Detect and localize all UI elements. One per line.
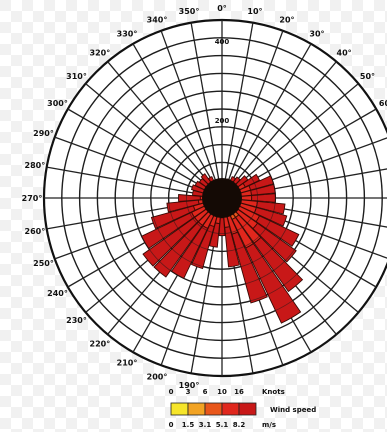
grid-spoke <box>160 30 221 193</box>
wind-bar-190-bin4 <box>208 222 221 248</box>
direction-label-30: 30° <box>309 30 324 39</box>
direction-label-290: 290° <box>33 129 54 138</box>
grid-ring-overlay <box>132 108 312 288</box>
calm-center <box>202 178 242 218</box>
legend-knots-tick: 16 <box>234 388 244 396</box>
direction-label-200: 200° <box>147 373 168 382</box>
wind-bar-150-bin4 <box>245 242 302 324</box>
grid-spoke <box>222 22 254 193</box>
legend-knots-unit: Knots <box>262 388 285 396</box>
grid-ring-overlay <box>79 55 365 341</box>
radial-tick-label: 200 <box>215 117 230 125</box>
direction-label-250: 250° <box>33 259 54 268</box>
direction-label-240: 240° <box>47 289 68 298</box>
direction-label-350: 350° <box>179 7 200 16</box>
grid-spoke <box>67 108 218 196</box>
grid-spoke <box>54 136 217 197</box>
legend-title: Wind speed <box>270 406 316 414</box>
direction-label-210: 210° <box>117 359 138 368</box>
legend-swatch-3 <box>221 402 240 416</box>
direction-label-270: 270° <box>22 194 43 203</box>
direction-label-280: 280° <box>25 161 46 170</box>
direction-label-190: 190° <box>179 381 200 390</box>
grid-spoke <box>46 166 217 198</box>
direction-label-260: 260° <box>25 227 46 236</box>
grid-ring-overlay <box>168 144 276 252</box>
direction-label-300: 300° <box>47 99 68 108</box>
grid-spoke <box>223 30 284 193</box>
direction-label-0: 0° <box>217 4 227 13</box>
legend-swatch-1 <box>187 402 206 416</box>
legend-knots-tick: 3 <box>186 388 191 396</box>
grid-ring-overlay <box>114 90 330 306</box>
grid-ring-overlay <box>97 73 347 323</box>
wind-bar-230-bin4 <box>142 216 199 267</box>
grid-spoke <box>224 43 312 194</box>
wind-bar-130-bin4 <box>252 222 297 263</box>
direction-label-230: 230° <box>66 316 87 325</box>
legend-ms-tick: 1.5 <box>182 421 195 429</box>
legend-ms-tick: 3.1 <box>199 421 212 429</box>
direction-label-50: 50° <box>360 72 375 81</box>
direction-label-10: 10° <box>247 7 262 16</box>
legend-swatch-0 <box>170 402 189 416</box>
wind-bar-260-bin4 <box>166 199 200 213</box>
grid-ring-overlay <box>185 161 258 234</box>
grid-spoke <box>226 83 359 195</box>
legend-swatch-4 <box>238 402 257 416</box>
grid-ring-overlay <box>61 37 383 359</box>
wind-bar-220-bin4 <box>153 221 204 278</box>
direction-label-60: 60° <box>379 99 387 108</box>
legend-ms-unit: m/s <box>262 421 276 429</box>
direction-label-220: 220° <box>90 340 111 349</box>
wind-bar-120-bin4 <box>255 215 300 247</box>
legend-ms-tick: 5.1 <box>216 421 229 429</box>
grid-spoke <box>107 61 219 194</box>
wind-bar-270-bin4 <box>178 194 201 202</box>
wind-bar-170-bin4 <box>224 226 240 268</box>
grid-spoke <box>190 22 222 193</box>
direction-label-310: 310° <box>66 72 87 81</box>
radial-tick-label: 400 <box>215 38 230 46</box>
wind-bar-60-bin4 <box>242 173 261 188</box>
legend-ms-tick: 8.2 <box>233 421 246 429</box>
wind-bar-140-bin4 <box>253 236 304 293</box>
legend-swatch-2 <box>204 402 223 416</box>
grid-spoke <box>132 43 220 194</box>
wind-bar-200-bin4 <box>190 224 215 270</box>
direction-label-40: 40° <box>337 49 352 58</box>
direction-label-330: 330° <box>117 30 138 39</box>
direction-label-340: 340° <box>147 16 168 25</box>
legend-knots-tick: 6 <box>203 388 208 396</box>
grid-ring-overlay <box>150 126 294 270</box>
legend-knots-tick: 0 <box>169 388 174 396</box>
wind-bar-250-bin4 <box>150 205 196 230</box>
direction-label-20: 20° <box>279 16 294 25</box>
wind-bar-160-bin4 <box>231 231 268 304</box>
legend-ms-tick: 0 <box>169 421 174 429</box>
grid-spoke <box>225 61 337 194</box>
grid-spoke <box>85 83 218 195</box>
legend-knots-tick: 10 <box>217 388 227 396</box>
direction-label-320: 320° <box>90 49 111 58</box>
